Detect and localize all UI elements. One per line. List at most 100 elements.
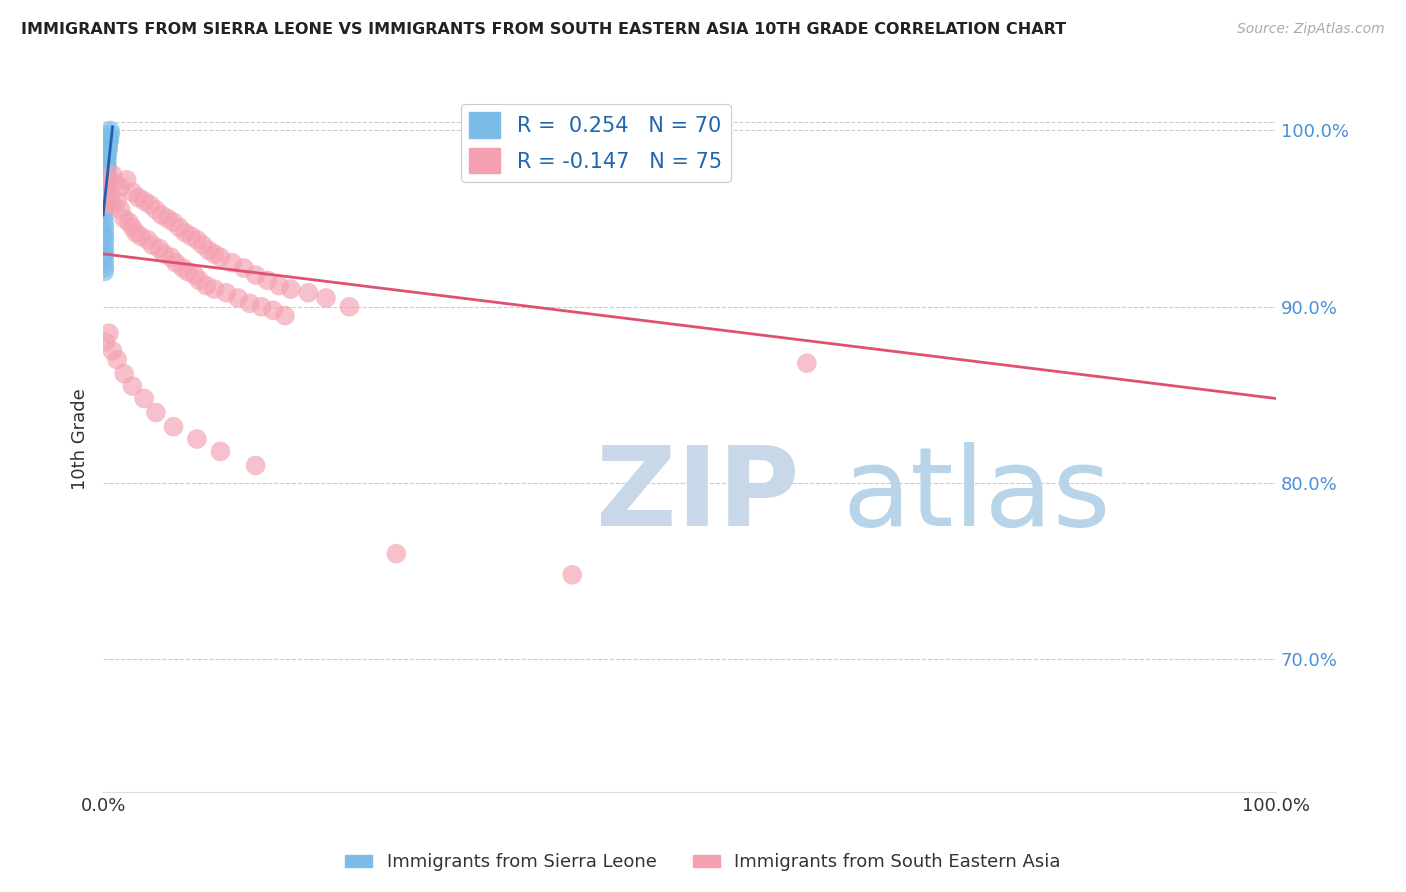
Point [148,242,170,256]
Point [97,145,120,159]
Point [118,215,141,229]
Point [162,215,184,229]
Point [209,251,232,265]
Point [280,282,302,296]
Point [94,185,117,199]
Point [93,244,115,258]
Point [209,444,232,458]
Point [221,256,243,270]
Point [93,179,115,194]
Point [121,220,143,235]
Point [315,291,337,305]
Point [262,303,284,318]
Point [101,343,124,358]
Point [561,567,583,582]
Point [94,155,117,169]
Point [98,130,121,145]
Point [94,173,117,187]
Point [94,179,117,194]
Point [94,168,117,182]
Point [93,247,115,261]
Point [121,185,143,199]
Point [98,173,121,187]
Point [94,190,117,204]
Point [93,190,115,204]
Point [93,264,115,278]
Point [96,150,118,164]
Point [96,150,118,164]
Point [96,155,118,169]
Point [96,145,118,159]
Point [93,208,115,222]
Point [125,226,148,240]
Point [93,215,115,229]
Point [96,145,118,159]
Point [245,268,267,282]
Point [93,159,115,173]
Text: atlas: atlas [842,442,1111,549]
Point [274,309,297,323]
Point [267,278,290,293]
Point [93,173,115,187]
Point [172,260,194,275]
Point [97,137,120,152]
Point [110,179,132,194]
Point [105,194,128,208]
Point [97,141,120,155]
Point [93,185,115,199]
Legend: R =  0.254   N = 70, R = -0.147   N = 75: R = 0.254 N = 70, R = -0.147 N = 75 [461,103,731,182]
Point [98,326,121,341]
Point [150,208,173,222]
Point [94,173,117,187]
Point [176,264,198,278]
Point [186,233,208,247]
Text: Source: ZipAtlas.com: Source: ZipAtlas.com [1237,22,1385,37]
Point [96,162,118,177]
Point [204,282,226,296]
Point [97,134,120,148]
Point [112,367,135,381]
Point [94,155,117,169]
Point [139,197,162,211]
Point [204,247,226,261]
Point [98,132,121,146]
Point [165,256,187,270]
Point [93,168,115,182]
Point [94,194,117,208]
Point [94,159,117,173]
Point [94,334,117,349]
Point [96,168,118,182]
Text: ZIP: ZIP [596,442,799,549]
Point [97,141,120,155]
Point [93,229,115,244]
Point [94,168,117,182]
Point [96,159,118,173]
Point [169,220,191,235]
Point [226,291,249,305]
Point [186,432,208,446]
Point [93,194,115,208]
Point [215,285,238,300]
Point [98,188,121,202]
Point [197,244,219,258]
Point [93,233,115,247]
Point [191,238,214,252]
Point [94,197,117,211]
Point [96,159,118,173]
Point [127,190,149,204]
Point [250,300,273,314]
Point [145,406,167,420]
Point [101,168,124,182]
Point [93,260,115,275]
Point [96,141,118,155]
Point [115,173,138,187]
Point [96,153,118,168]
Point [153,247,176,261]
Point [174,226,197,240]
Point [94,179,117,194]
Point [136,233,159,247]
Legend: Immigrants from Sierra Leone, Immigrants from South Eastern Asia: Immigrants from Sierra Leone, Immigrants… [337,847,1069,879]
Point [105,352,128,367]
Text: IMMIGRANTS FROM SIERRA LEONE VS IMMIGRANTS FROM SOUTH EASTERN ASIA 10TH GRADE CO: IMMIGRANTS FROM SIERRA LEONE VS IMMIGRAN… [21,22,1066,37]
Point [796,356,818,370]
